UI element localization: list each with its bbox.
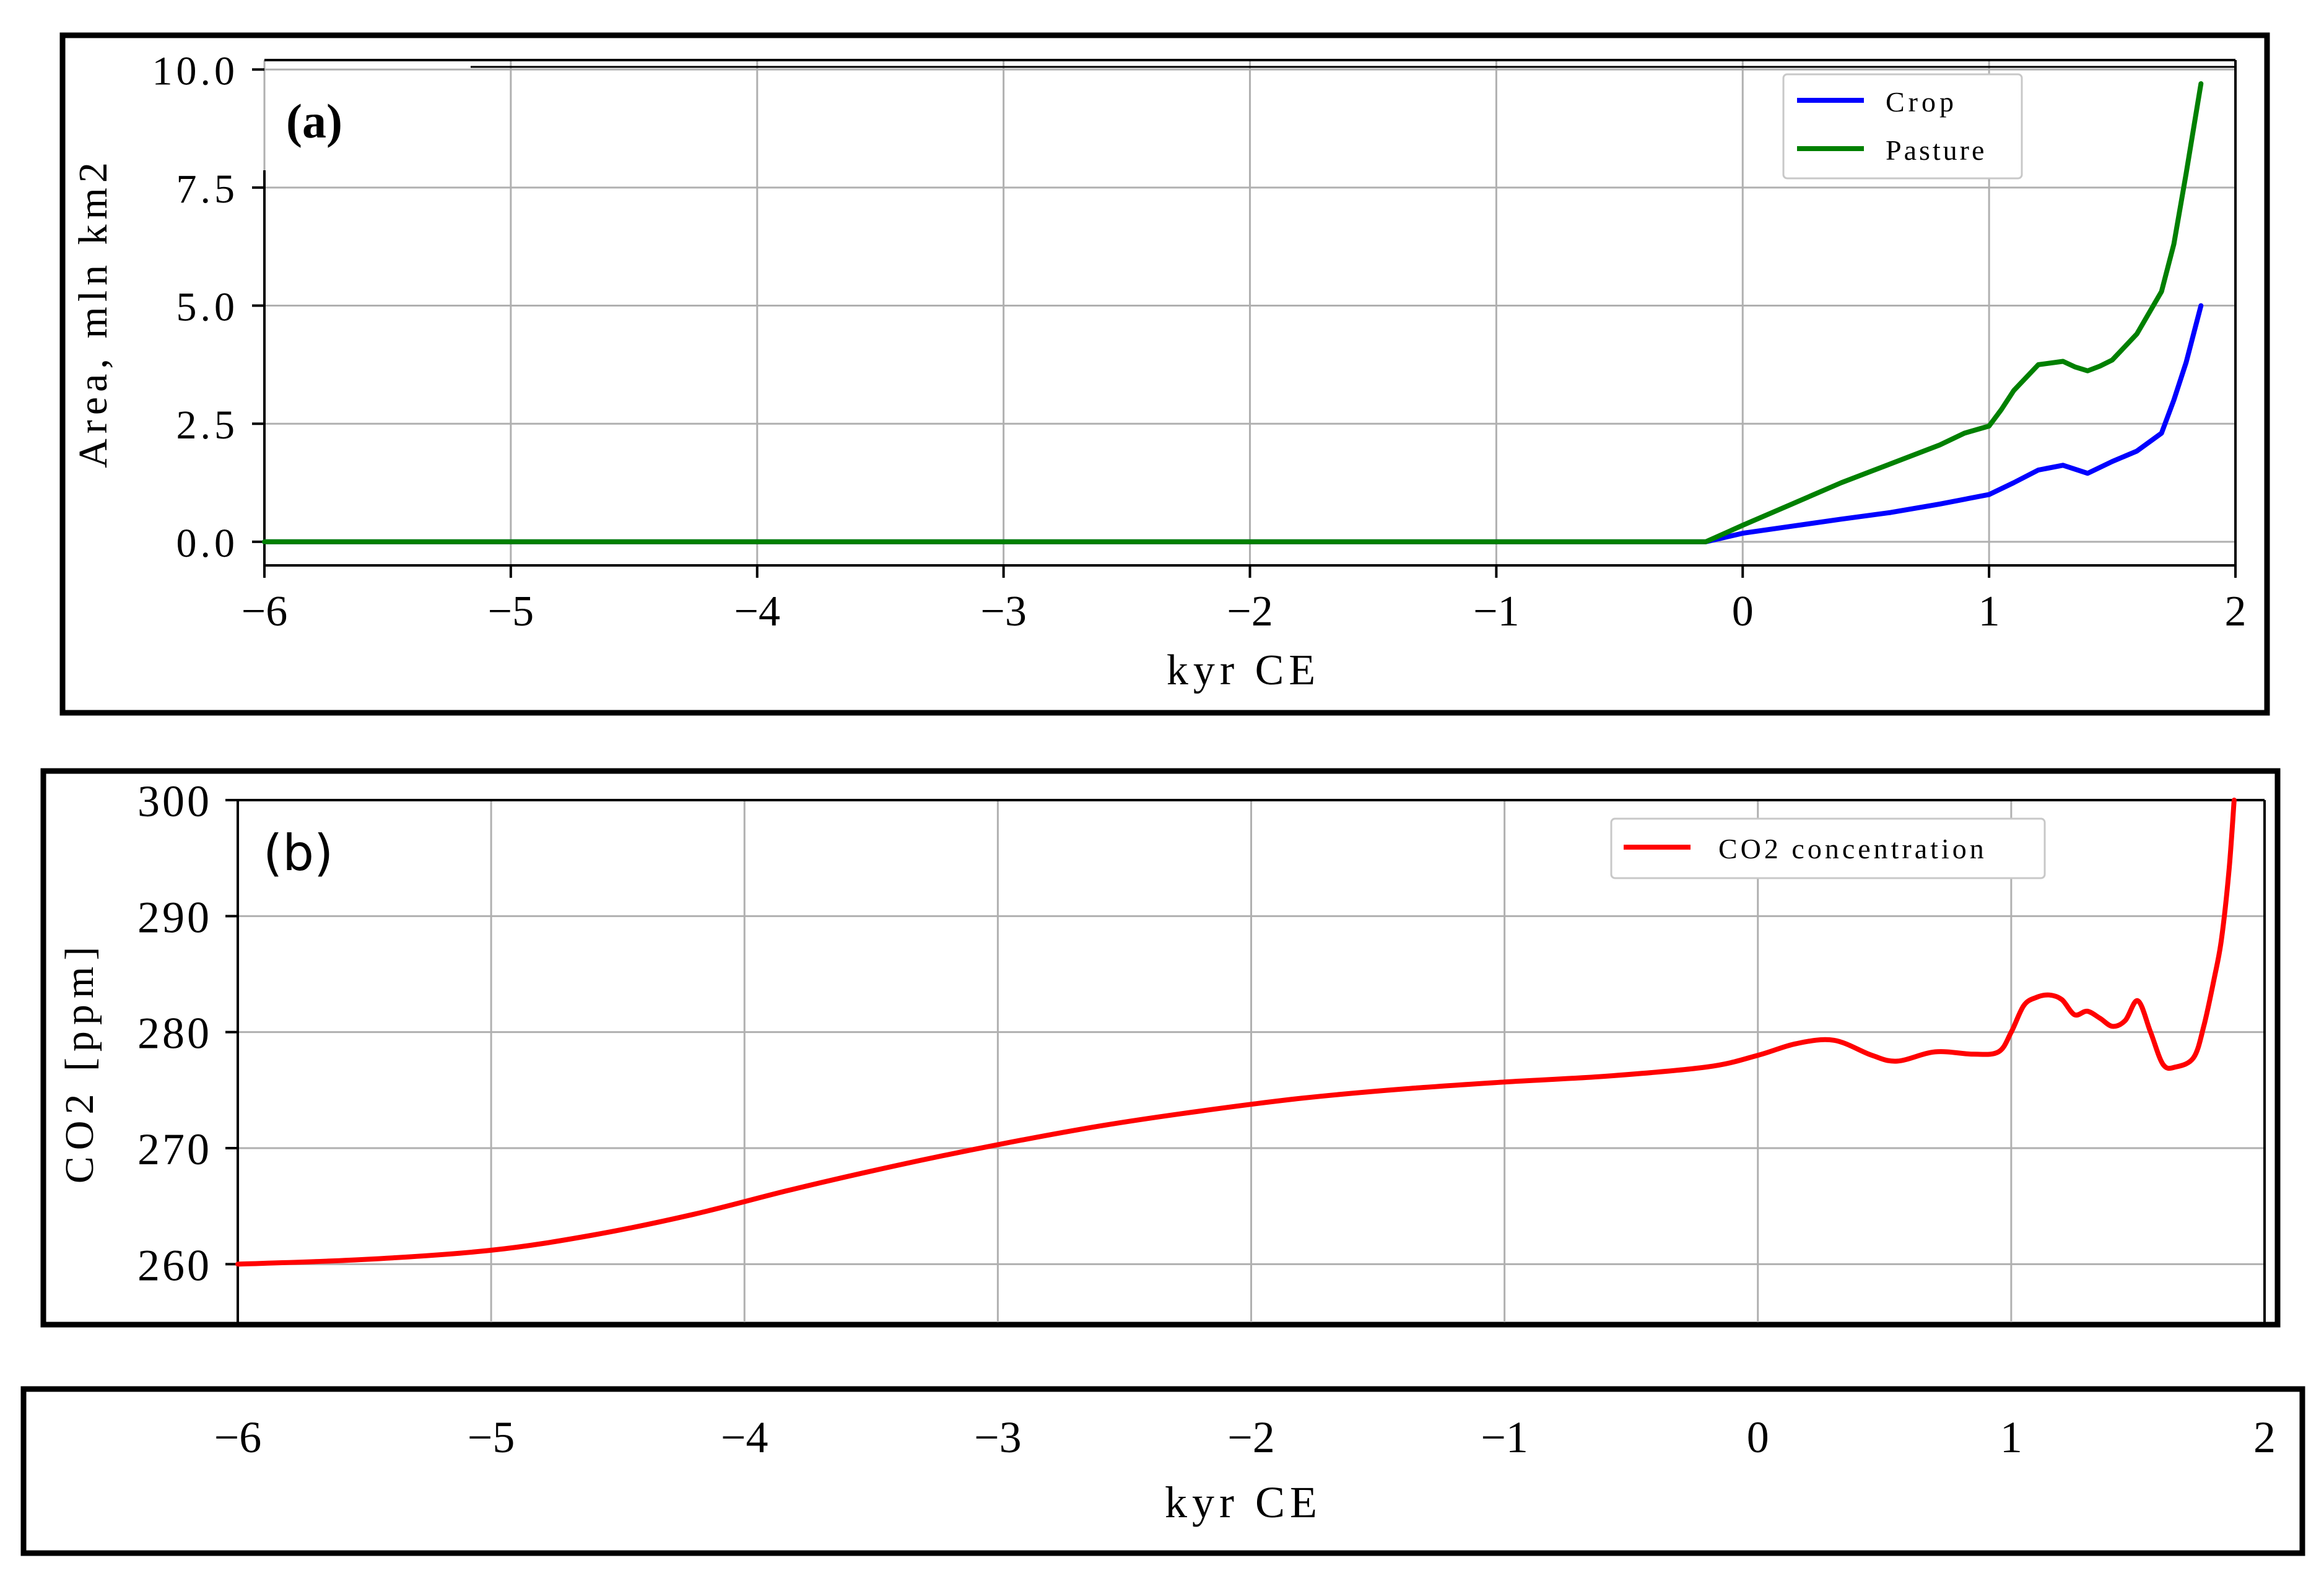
series-line-co2	[235, 798, 2237, 1267]
panel-a-frame	[59, 32, 2270, 716]
legend-box	[1610, 817, 2046, 879]
x-tick-label: −2	[1227, 1413, 1275, 1462]
bottom-axis-frame	[20, 1386, 2305, 1556]
y-axis-label: CO2 [ppm]	[57, 941, 102, 1183]
tick-labels: −6 −5 −4 −3 −2 −1 0 1 2	[214, 1413, 2276, 1462]
y-tick-label: 0.0	[176, 521, 239, 566]
y-tick-label: 270	[137, 1125, 212, 1174]
panel-label-b: (b)	[263, 824, 333, 882]
panel-b-frame	[40, 768, 2281, 1328]
y-tick-label: 280	[137, 1009, 212, 1058]
x-tick-label: 0	[1732, 588, 1754, 635]
x-tick-label: 2	[2253, 1413, 2276, 1462]
bottom-x-axis: −6 −5 −4 −3 −2 −1 0 1 2 kyr CE	[214, 1413, 2276, 1527]
series-line-pasture	[262, 81, 2204, 544]
axes	[263, 59, 2237, 567]
y-tick-label: 10.0	[152, 48, 239, 94]
y-tick-label: 7.5	[176, 167, 239, 212]
legend-label-crop: Crop	[1886, 86, 1957, 118]
series-lines	[235, 798, 2237, 1267]
panel-label-a: (a)	[286, 94, 342, 148]
y-tick-label: 5.0	[176, 285, 239, 330]
axes	[237, 799, 2266, 1322]
tick-marks: 260 270 280 290 300	[137, 777, 238, 1290]
x-tick-label: −2	[1227, 588, 1273, 635]
legend-label-co2: CO2 concentration	[1718, 833, 1987, 865]
x-tick-label: 0	[1747, 1413, 1769, 1462]
y-tick-label: 300	[137, 777, 212, 826]
chart-panel-a: −6 −5 −4 −3 −2 −1 0 1 2 0.0 2.5 5.0 7.5 10.0 (a) kyr …	[71, 48, 2247, 694]
x-axis-label: kyr CE	[1165, 1478, 1322, 1527]
x-tick-label: −3	[980, 588, 1026, 635]
x-tick-label: −4	[721, 1413, 768, 1462]
x-tick-label: −4	[734, 588, 780, 635]
x-tick-label: 2	[2225, 588, 2247, 635]
y-axis-label: Area, mln km2	[71, 157, 116, 468]
series-lines	[262, 81, 2204, 544]
x-axis-label: kyr CE	[1167, 647, 1320, 694]
x-tick-label: −1	[1481, 1413, 1528, 1462]
x-tick-label: −6	[214, 1413, 262, 1462]
x-tick-label: −1	[1473, 588, 1519, 635]
legend: CO2 concentration	[1610, 817, 2046, 879]
y-tick-label: 290	[137, 892, 212, 942]
legend: Crop Pasture	[1782, 73, 2023, 180]
x-tick-label: 1	[2000, 1413, 2022, 1462]
y-tick-label: 260	[137, 1240, 212, 1290]
x-tick-label: −6	[242, 588, 287, 635]
series-line-crop	[262, 303, 2204, 544]
x-tick-label: −5	[468, 1413, 515, 1462]
tick-marks: −6 −5 −4 −3 −2 −1 0 1 2 0.0 2.5 5.0 7.5 10.0	[152, 48, 2247, 635]
chart-panel-b: 260 270 280 290 300 (b) CO2 [ppm] CO2 concen…	[57, 777, 2266, 1322]
x-tick-label: −3	[974, 1413, 1022, 1462]
x-tick-label: 1	[1978, 588, 2000, 635]
y-tick-label: 2.5	[176, 403, 239, 448]
legend-label-pasture: Pasture	[1886, 134, 1987, 166]
x-tick-label: −5	[488, 588, 534, 635]
